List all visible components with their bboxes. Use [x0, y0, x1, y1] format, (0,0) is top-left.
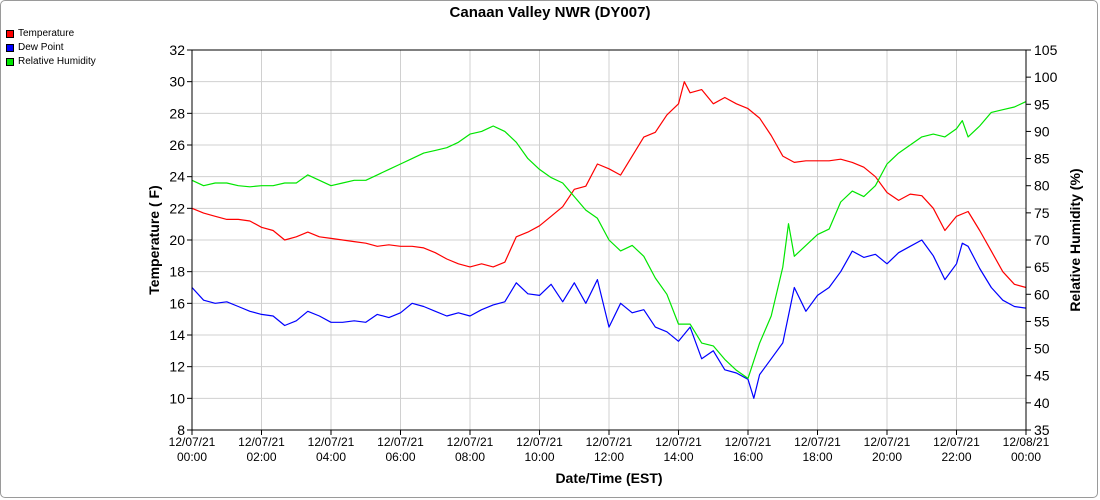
series-line-dew-point [191, 239, 1027, 399]
x-tick-labels: 12/07/2100:0012/07/2102:0012/07/2104:001… [169, 430, 1050, 464]
y-right-tick-label: 35 [1034, 422, 1050, 438]
x-tick-label-date: 12/07/21 [586, 435, 633, 449]
x-tick-label-time: 16:00 [733, 450, 763, 464]
y-right-tick-label: 100 [1034, 69, 1058, 85]
chart-title: Canaan Valley NWR (DY007) [449, 4, 651, 21]
y-right-tick-label: 65 [1034, 259, 1050, 275]
x-tick-label-date: 12/07/21 [516, 435, 563, 449]
legend-item-relative-humidity: Relative Humidity [6, 55, 96, 69]
legend: Temperature Dew Point Relative Humidity [6, 27, 96, 69]
y-left-tick-label: 22 [169, 200, 185, 216]
y-right-tick-label: 105 [1034, 42, 1058, 58]
x-tick-label-time: 20:00 [872, 450, 902, 464]
x-tick-label-date: 12/07/21 [308, 435, 355, 449]
y-right-tick-label: 95 [1034, 96, 1050, 112]
y-right-tick-label: 85 [1034, 151, 1050, 167]
y-left-tick-label: 26 [169, 137, 185, 153]
x-tick-label-date: 12/07/21 [655, 435, 702, 449]
x-tick-label-date: 12/07/21 [377, 435, 424, 449]
y-left-tick-label: 20 [169, 232, 185, 248]
y-left-tick-label: 30 [169, 74, 185, 90]
y-right-tick-label: 40 [1034, 395, 1050, 411]
y-right-axis-label: Relative Humidity (%) [1067, 168, 1083, 311]
y-right-tick-label: 60 [1034, 286, 1050, 302]
y-left-tick-label: 24 [169, 169, 185, 185]
series-layer [191, 81, 1027, 399]
y-left-tick-labels: 8 10 12 14 16 18 20 22 24 26 28 30 32 [169, 42, 192, 438]
y-left-tick-label: 12 [169, 359, 185, 375]
legend-swatch-relative-humidity [6, 58, 14, 66]
legend-swatch-temperature [6, 30, 14, 38]
x-tick-label-time: 00:00 [177, 450, 207, 464]
y-left-tick-label: 8 [177, 422, 185, 438]
legend-label-temperature: Temperature [18, 28, 75, 39]
y-right-tick-label: 55 [1034, 313, 1050, 329]
x-tick-label-time: 10:00 [524, 450, 554, 464]
y-left-tick-label: 10 [169, 390, 185, 406]
legend-item-dew-point: Dew Point [6, 41, 96, 55]
y-left-tick-label: 32 [169, 42, 185, 58]
y-left-tick-label: 18 [169, 264, 185, 280]
x-tick-label-date: 12/07/21 [933, 435, 980, 449]
x-tick-label-date: 12/07/21 [864, 435, 911, 449]
y-right-tick-label: 70 [1034, 232, 1050, 248]
y-right-tick-label: 45 [1034, 368, 1050, 384]
y-right-tick-labels: 35 40 45 50 55 60 65 70 75 80 85 90 95 100 105 [1026, 42, 1058, 438]
x-tick-label-time: 18:00 [802, 450, 832, 464]
series-line-relative-humidity [191, 101, 1027, 379]
x-tick-label-date: 12/07/21 [725, 435, 772, 449]
y-right-tick-label: 80 [1034, 178, 1050, 194]
x-tick-label-time: 22:00 [941, 450, 971, 464]
y-left-tick-label: 28 [169, 105, 185, 121]
x-tick-label-time: 12:00 [594, 450, 624, 464]
x-tick-label-date: 12/07/21 [447, 435, 494, 449]
y-right-tick-label: 90 [1034, 123, 1050, 139]
x-tick-label-time: 08:00 [455, 450, 485, 464]
x-tick-label-time: 06:00 [385, 450, 415, 464]
x-tick-label-date: 12/08/21 [1003, 435, 1050, 449]
x-tick-label-date: 12/07/21 [169, 435, 216, 449]
y-left-tick-label: 14 [169, 327, 185, 343]
y-right-tick-label: 75 [1034, 205, 1050, 221]
x-tick-label-date: 12/07/21 [238, 435, 285, 449]
y-left-tick-label: 16 [169, 295, 185, 311]
x-tick-label-time: 00:00 [1011, 450, 1041, 464]
x-tick-label-time: 02:00 [246, 450, 276, 464]
x-tick-label-time: 04:00 [316, 450, 346, 464]
legend-label-relative-humidity: Relative Humidity [18, 56, 96, 67]
y-left-axis-label: Temperature ( F) [146, 185, 162, 294]
series-line-temperature [191, 81, 1027, 289]
x-tick-label-date: 12/07/21 [794, 435, 841, 449]
legend-swatch-dew-point [6, 44, 14, 52]
legend-label-dew-point: Dew Point [18, 42, 64, 53]
x-tick-label-time: 14:00 [663, 450, 693, 464]
legend-item-temperature: Temperature [6, 27, 96, 41]
x-axis-label: Date/Time (EST) [555, 470, 662, 486]
y-right-tick-label: 50 [1034, 341, 1050, 357]
